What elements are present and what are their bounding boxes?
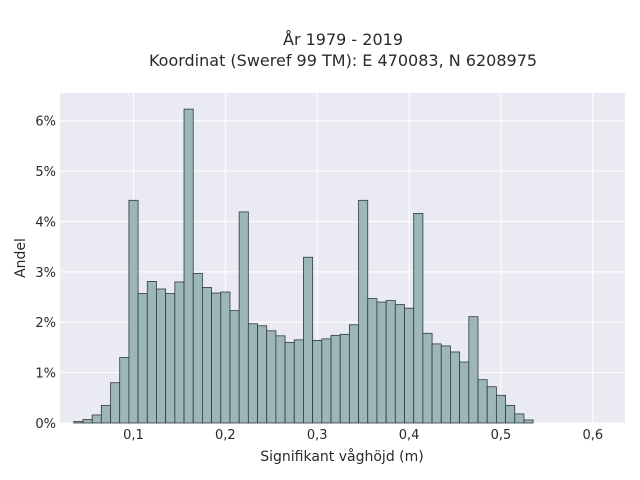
histogram-bar bbox=[91, 414, 102, 424]
histogram-bar bbox=[100, 404, 111, 424]
histogram-bar bbox=[229, 310, 240, 424]
histogram-bar bbox=[468, 316, 479, 424]
x-tick-label: 0,5 bbox=[491, 428, 512, 443]
histogram-bar bbox=[385, 300, 396, 424]
histogram-bar bbox=[413, 213, 424, 424]
histogram-bar bbox=[165, 293, 176, 424]
histogram-bar bbox=[376, 301, 387, 424]
x-tick-label: 0,2 bbox=[215, 428, 236, 443]
histogram-bar bbox=[293, 339, 304, 424]
y-tick-label: 4% bbox=[35, 215, 56, 230]
histogram-bar bbox=[128, 199, 139, 424]
histogram-bar bbox=[257, 325, 268, 424]
y-tick-label: 0% bbox=[35, 417, 56, 432]
histogram-bar bbox=[110, 382, 121, 424]
y-axis-label: Andel bbox=[13, 238, 29, 278]
histogram-bar bbox=[440, 345, 451, 424]
y-tick-label: 2% bbox=[35, 316, 56, 331]
histogram-bar bbox=[156, 288, 167, 424]
histogram-bar bbox=[201, 287, 212, 424]
x-tick-label: 0,6 bbox=[583, 428, 604, 443]
histogram-bar bbox=[367, 298, 378, 424]
histogram-bar bbox=[358, 199, 369, 424]
chart-subtitle: Koordinat (Sweref 99 TM): E 470083, N 62… bbox=[149, 51, 537, 70]
histogram-bar bbox=[284, 341, 295, 424]
histogram-bar bbox=[183, 108, 194, 424]
histogram-bar bbox=[238, 211, 249, 424]
histogram-bar bbox=[211, 292, 222, 424]
histogram-bar bbox=[275, 335, 286, 424]
histogram-bar bbox=[321, 338, 332, 424]
bars bbox=[73, 108, 534, 424]
histogram-bar bbox=[459, 361, 470, 424]
histogram-bar bbox=[505, 404, 516, 424]
y-tick-label: 6% bbox=[35, 115, 56, 130]
histogram-bar bbox=[523, 419, 534, 424]
histogram-bar bbox=[486, 386, 497, 424]
histogram-bar bbox=[422, 332, 433, 424]
y-tick-label: 1% bbox=[35, 367, 56, 382]
y-tick-label: 3% bbox=[35, 266, 56, 281]
histogram-bar bbox=[266, 330, 277, 424]
histogram-bar bbox=[450, 351, 461, 424]
histogram-bar bbox=[477, 379, 488, 424]
histogram-bar bbox=[330, 334, 341, 424]
histogram-bar bbox=[339, 333, 350, 424]
histogram-bar bbox=[404, 307, 415, 424]
histogram-bar bbox=[174, 281, 185, 424]
histogram-bar bbox=[514, 413, 525, 424]
histogram-bar bbox=[137, 293, 148, 424]
histogram-bar bbox=[312, 339, 323, 424]
histogram-bar bbox=[146, 281, 157, 424]
histogram-bar bbox=[348, 324, 359, 424]
histogram-bar bbox=[303, 256, 314, 424]
histogram-bar bbox=[82, 419, 93, 424]
histogram-bar bbox=[431, 343, 442, 424]
x-axis-label: Signifikant våghöjd (m) bbox=[260, 448, 423, 465]
histogram-bar bbox=[192, 272, 203, 424]
histogram-bar bbox=[220, 291, 231, 424]
histogram-bar bbox=[247, 323, 258, 424]
x-tick-label: 0,3 bbox=[307, 428, 328, 443]
x-tick-label: 0,4 bbox=[399, 428, 420, 443]
histogram-bar bbox=[73, 421, 84, 424]
histogram-bar bbox=[394, 304, 405, 424]
y-tick-label: 5% bbox=[35, 165, 56, 180]
y-axis-ticks: 0% 1% 2% 3% 4% 5% 6% bbox=[35, 115, 56, 432]
chart-title: År 1979 - 2019 bbox=[283, 30, 403, 49]
histogram-bar bbox=[495, 394, 506, 424]
x-axis-ticks: 0,1 0,2 0,3 0,4 0,5 0,6 bbox=[123, 428, 603, 443]
x-tick-label: 0,1 bbox=[123, 428, 144, 443]
histogram-bar bbox=[119, 357, 130, 424]
